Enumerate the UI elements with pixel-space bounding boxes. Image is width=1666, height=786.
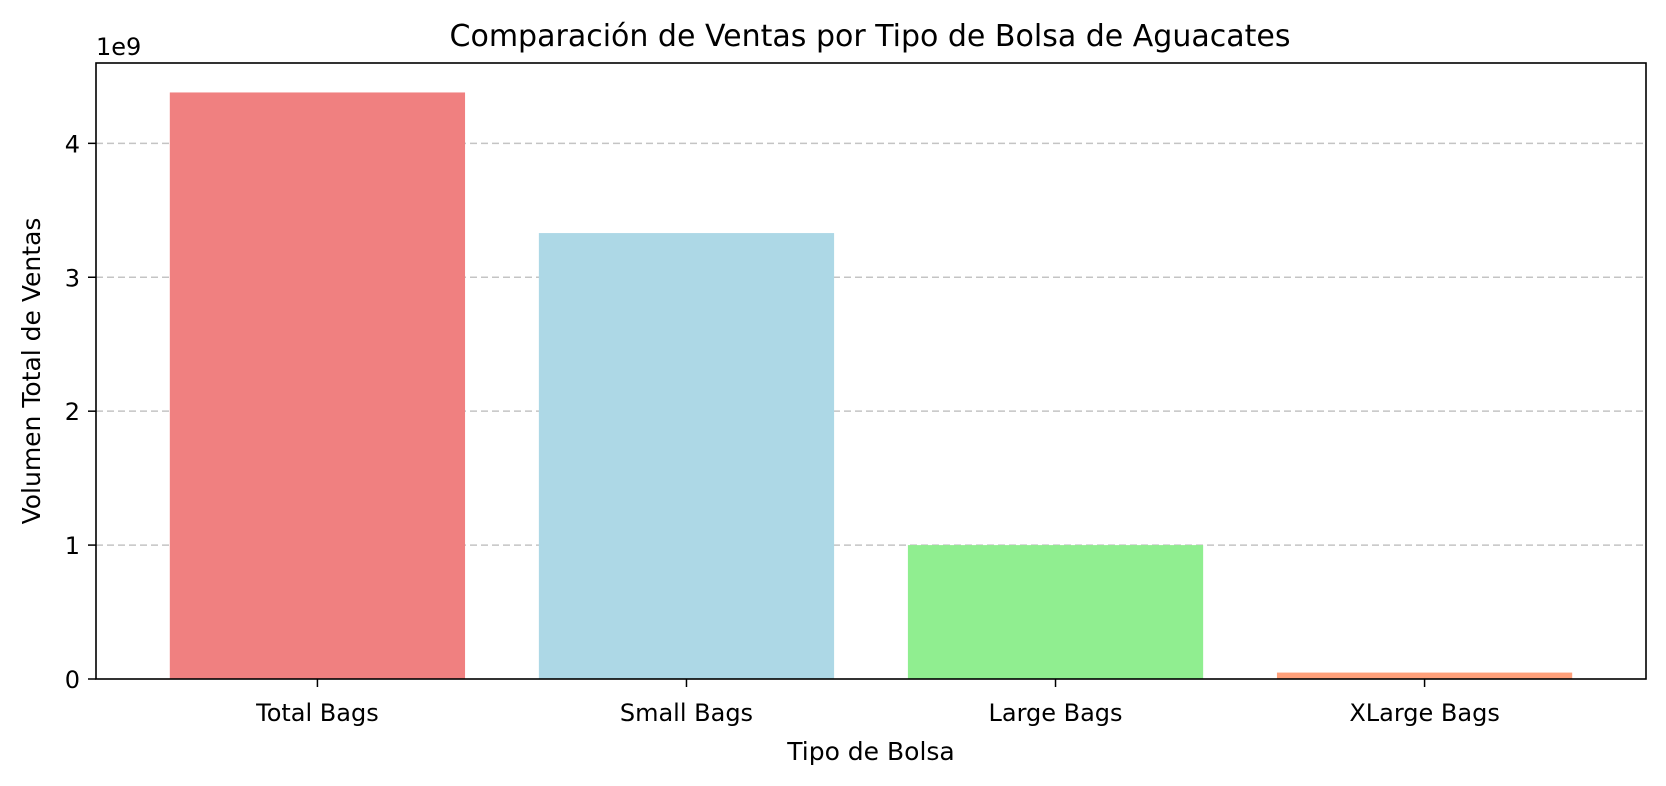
y-tick-label: 0 — [65, 666, 80, 694]
x-tick-label: Total Bags — [255, 699, 379, 727]
x-tick-label: Small Bags — [620, 699, 753, 727]
x-axis-ticks: Total Bags Small Bags Large Bags XLarge Bag… — [255, 679, 1500, 727]
x-axis-label: Tipo de Bolsa — [786, 737, 955, 766]
x-tick-label: Large Bags — [988, 699, 1122, 727]
y-tick-label: 2 — [65, 398, 80, 426]
y-tick-label: 4 — [65, 130, 80, 158]
y-axis-ticks: 0 1 2 3 4 — [65, 130, 96, 694]
y-axis-offset-label: 1e9 — [96, 33, 141, 61]
bars — [169, 92, 1573, 679]
plot-frame — [95, 62, 1647, 680]
y-axis-label: Volumen Total de Ventas — [17, 218, 46, 525]
chart-title: Comparación de Ventas por Tipo de Bolsa … — [450, 19, 1291, 54]
y-tick-label: 1 — [65, 532, 80, 560]
bar-small-bags — [538, 233, 835, 679]
bar-xlarge-bags — [1276, 672, 1573, 679]
bar-total-bags — [169, 92, 466, 679]
y-tick-label: 3 — [65, 264, 80, 292]
x-tick-label: XLarge Bags — [1349, 699, 1500, 727]
bar-large-bags — [907, 545, 1204, 679]
